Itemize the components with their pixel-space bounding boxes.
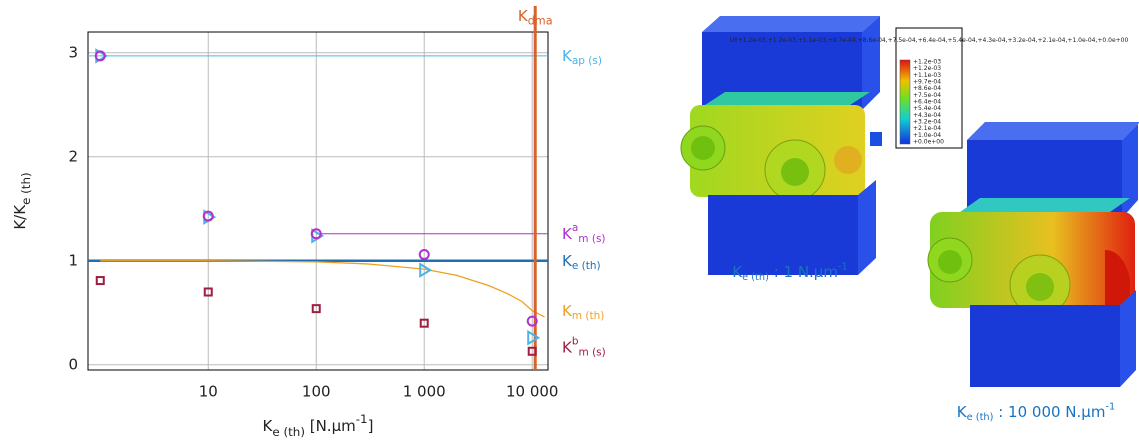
rich-label: Kam (s) xyxy=(562,222,606,245)
label-text: K xyxy=(562,251,573,269)
superscript: -1 xyxy=(356,412,368,426)
label-text: +1.2e-03,+1.2e-03,+1.1e-03,+9.7e-04,+8.6… xyxy=(738,37,1129,44)
curve xyxy=(100,260,545,318)
colorbar: UY+1.2e-03,+1.2e-03,+1.1e-03,+9.7e-04,+8… xyxy=(730,27,1129,149)
rich-label: Km (th) xyxy=(562,301,604,322)
colorbar-label: +1.0e-04 xyxy=(913,132,941,139)
subscript: e (th) xyxy=(742,272,769,283)
marker xyxy=(419,262,433,278)
rich-label: K/Ke (th) xyxy=(11,172,33,229)
colorbar-label: +3.2e-04 xyxy=(913,119,941,126)
label-text: K xyxy=(562,224,573,242)
plot-frame xyxy=(87,31,549,371)
x-tick-label: 100 xyxy=(302,383,331,401)
subscript: m (th) xyxy=(572,310,605,322)
colorbar-label: +9.7e-04 xyxy=(913,79,941,86)
colorbar-label: +8.6e-04 xyxy=(913,85,941,92)
marker xyxy=(311,304,321,314)
rich-label: Ke (th) xyxy=(562,251,601,272)
marker xyxy=(418,249,430,261)
colorbar-label: +6.4e-04 xyxy=(913,99,941,106)
x-tick-label: 10 000 xyxy=(506,383,559,401)
colorbar-label: +1.2e-03 xyxy=(913,59,941,66)
label-text: ] xyxy=(368,417,374,435)
rich-label: Kdma xyxy=(518,7,553,28)
superscript: a xyxy=(572,222,578,234)
superscript: -1 xyxy=(1105,401,1115,412)
label-text: [N.µm xyxy=(305,417,356,435)
colorbar-label: +1.2e-03 xyxy=(913,65,941,72)
label-text: K xyxy=(518,7,529,25)
label-text: K xyxy=(957,403,968,421)
superscript: -1 xyxy=(838,261,848,272)
label-text: K xyxy=(562,46,573,64)
colorbar-label: +5.4e-04 xyxy=(913,105,941,112)
label-text: U xyxy=(730,37,734,44)
marker xyxy=(202,210,214,222)
subscript: e (th) xyxy=(18,172,32,205)
rich-label: Kbm (s) xyxy=(562,335,606,358)
label-text: K xyxy=(562,338,573,356)
rich-label: Ke (th) : 1 N.µm-1 xyxy=(732,261,848,283)
label-text: : 1 N.µm xyxy=(769,263,838,281)
subscript: e (th) xyxy=(272,424,305,438)
marker xyxy=(95,276,105,286)
subscript: m (s) xyxy=(579,347,606,359)
y-tick-label: 1 xyxy=(68,251,78,269)
rich-label: Ke (th) : 10 000 N.µm-1 xyxy=(957,401,1115,423)
marker xyxy=(94,50,106,62)
marker xyxy=(203,287,213,297)
y-tick-label: 3 xyxy=(68,43,78,61)
marker xyxy=(310,228,322,240)
marker xyxy=(527,329,541,346)
y-tick-label: 0 xyxy=(68,355,78,373)
subscript: e (th) xyxy=(967,412,994,423)
x-tick-label: 1 000 xyxy=(403,383,446,401)
fea-model-1 xyxy=(680,16,882,275)
plot-area xyxy=(88,32,548,370)
rich-label: UY+1.2e-03,+1.2e-03,+1.1e-03,+9.7e-04,+8… xyxy=(730,37,1129,44)
subscript: m (s) xyxy=(578,233,605,245)
colorbar-label: +2.1e-04 xyxy=(913,125,941,132)
superscript: b xyxy=(572,335,579,347)
subscript: ap (s) xyxy=(572,55,602,67)
colorbar-label: +4.3e-04 xyxy=(913,112,941,119)
label-text: K/K xyxy=(11,204,29,230)
label-text: : 10 000 N.µm xyxy=(993,403,1105,421)
marker xyxy=(527,346,537,356)
colorbar-label: +7.5e-04 xyxy=(913,92,941,99)
x-tick-label: 10 xyxy=(199,383,218,401)
rich-label: Ke (th) [N.µm-1] xyxy=(263,412,374,439)
colorbar-label: +1.1e-03 xyxy=(913,72,941,79)
y-tick-label: 2 xyxy=(68,147,78,165)
fea-model-2 xyxy=(927,122,1139,387)
subscript: dma xyxy=(528,15,553,28)
label-text: K xyxy=(732,263,743,281)
colorbar-label: +0.0e+00 xyxy=(913,139,944,146)
label-text: K xyxy=(562,301,573,319)
subscript: e (th) xyxy=(572,260,601,272)
label-text: K xyxy=(263,417,274,435)
marker xyxy=(526,315,538,327)
label-text: Y xyxy=(733,37,738,44)
rich-label: Kap (s) xyxy=(562,46,602,67)
marker xyxy=(419,318,429,328)
